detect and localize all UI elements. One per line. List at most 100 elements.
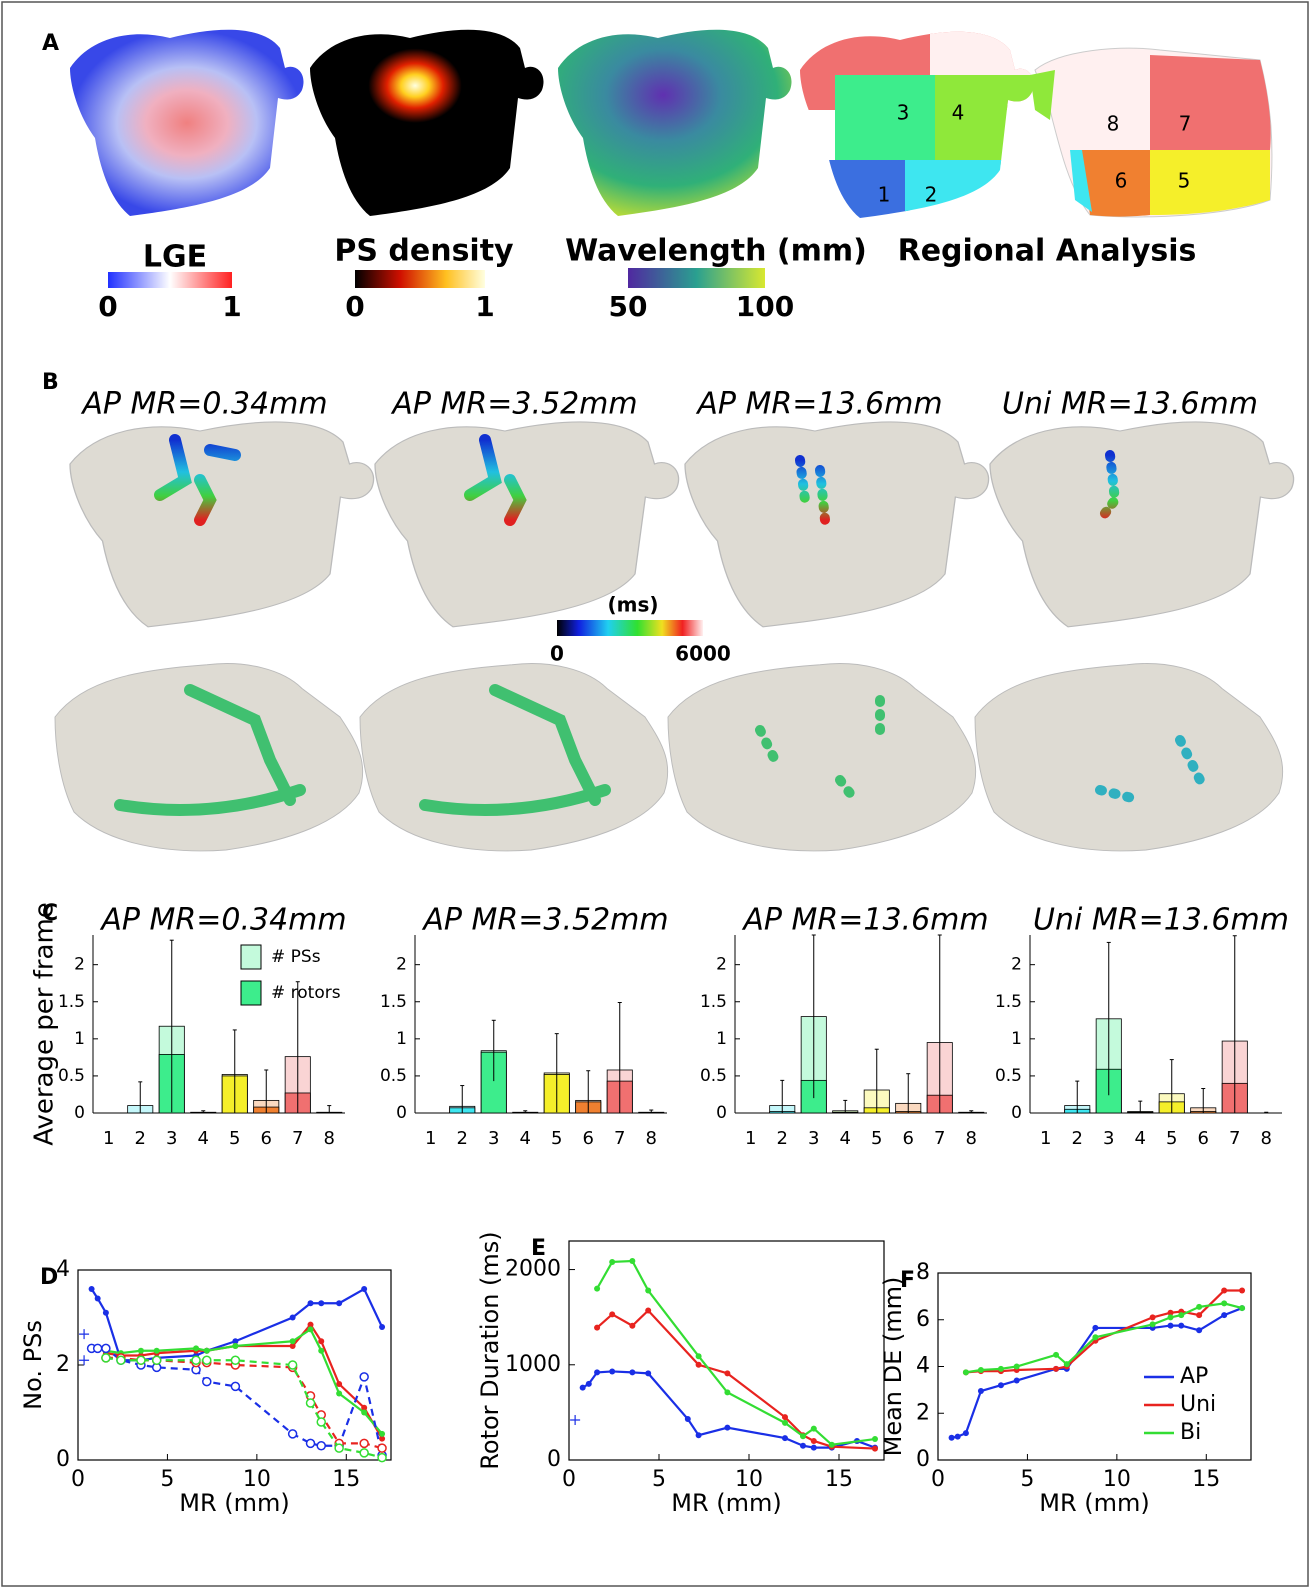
legend-label: # rotors — [271, 983, 341, 1003]
colorbar-tick-label: 100 — [736, 290, 794, 323]
data-point — [594, 1369, 600, 1375]
data-point — [629, 1369, 635, 1375]
x-tick-label: 8 — [646, 1128, 657, 1149]
y-tick-label: 8 — [916, 1260, 930, 1285]
x-tick-label: 6 — [1198, 1128, 1209, 1149]
data-point — [609, 1368, 615, 1374]
data-point — [1239, 1288, 1245, 1294]
data-point — [360, 1373, 368, 1381]
data-point — [154, 1348, 160, 1354]
page: {"panel_a":{"label":"A","maps":[{"title"… — [0, 0, 1311, 1589]
x-tick-label: 4 — [198, 1128, 209, 1149]
y-axis-label: Mean DE (mm) — [879, 1277, 907, 1457]
panel-title: AP MR=3.52mm — [390, 387, 637, 422]
y-tick-label: 1.5 — [380, 992, 407, 1012]
data-point — [800, 1433, 806, 1439]
data-point — [609, 1311, 615, 1317]
data-point — [696, 1353, 702, 1359]
colorbar-title: Wavelength (mm) — [565, 234, 867, 269]
data-point — [153, 1356, 161, 1364]
data-point — [645, 1288, 651, 1294]
data-point — [1150, 1321, 1156, 1327]
colorbar-tick-label: 50 — [609, 290, 648, 323]
data-point — [203, 1378, 211, 1386]
x-tick-label: 1 — [1040, 1128, 1051, 1149]
x-tick-label: 15 — [1192, 1467, 1220, 1492]
region-label: 4 — [952, 101, 965, 125]
colorbar-tick-label: 1 — [475, 290, 494, 323]
data-point — [360, 1439, 368, 1447]
data-point — [308, 1300, 314, 1306]
data-point — [685, 1416, 691, 1422]
data-point — [360, 1449, 368, 1457]
x-tick-label: 0 — [562, 1467, 576, 1492]
x-tick-label: 5 — [652, 1467, 666, 1492]
data-point — [800, 1443, 806, 1449]
region-label: 7 — [1179, 112, 1192, 136]
region-label: 6 — [1115, 169, 1128, 193]
y-tick-label: 0.5 — [380, 1066, 407, 1086]
data-point — [361, 1286, 367, 1292]
y-tick-label: 0.5 — [58, 1066, 85, 1086]
data-point — [308, 1326, 314, 1332]
x-tick-label: 2 — [135, 1128, 146, 1149]
x-tick-label: 5 — [160, 1467, 174, 1492]
data-point — [1196, 1327, 1202, 1333]
data-point — [1014, 1378, 1020, 1384]
data-point — [998, 1382, 1004, 1388]
colorbar-title: (ms) — [607, 593, 658, 617]
chart-title: AP MR=13.6mm — [741, 903, 988, 938]
data-point — [289, 1361, 297, 1369]
x-tick-label: 8 — [1261, 1128, 1272, 1149]
region-label: 5 — [1178, 169, 1191, 193]
data-point — [318, 1348, 324, 1354]
data-point — [336, 1391, 342, 1397]
data-point — [318, 1338, 324, 1344]
y-tick-label: 0 — [916, 1447, 930, 1472]
data-point — [361, 1410, 367, 1416]
data-point — [1053, 1366, 1059, 1372]
y-tick-label: 0 — [716, 1103, 727, 1123]
y-tick-label: 0 — [74, 1103, 85, 1123]
x-axis-label: MR (mm) — [179, 1489, 290, 1517]
data-point — [138, 1348, 144, 1354]
y-tick-label: 0 — [1011, 1103, 1022, 1123]
data-point — [594, 1286, 600, 1292]
data-point — [1092, 1334, 1098, 1340]
x-tick-label: 6 — [583, 1128, 594, 1149]
y-axis-label: Average per frame — [30, 902, 60, 1146]
colorbar — [557, 620, 703, 636]
x-tick-label: 3 — [488, 1128, 499, 1149]
data-point — [696, 1432, 702, 1438]
regional-title: Regional Analysis — [898, 234, 1197, 269]
colorbar-title: PS density — [334, 234, 514, 269]
data-point — [955, 1434, 961, 1440]
data-point — [586, 1381, 592, 1387]
x-tick-label: 2 — [777, 1128, 788, 1149]
x-tick-label: 3 — [1103, 1128, 1114, 1149]
data-point — [103, 1310, 109, 1316]
x-tick-label: 7 — [292, 1128, 303, 1149]
chart-title: Uni MR=13.6mm — [1033, 903, 1289, 938]
panel-title: Uni MR=13.6mm — [1002, 387, 1258, 422]
legend-swatch — [241, 981, 261, 1005]
data-point — [307, 1439, 315, 1447]
region-label: 3 — [897, 101, 910, 125]
data-point — [89, 1286, 95, 1292]
x-tick-label: 8 — [966, 1128, 977, 1149]
data-point — [192, 1356, 200, 1364]
y-tick-label: 2 — [396, 955, 407, 975]
x-axis-label: MR (mm) — [671, 1489, 782, 1517]
data-point — [204, 1348, 210, 1354]
data-point — [102, 1344, 110, 1352]
data-point — [1221, 1300, 1227, 1306]
data-point — [335, 1444, 343, 1452]
figure: A LGE PS density Wavelength (mm) Regiona… — [0, 0, 1311, 1589]
panel-label: F — [900, 1268, 915, 1293]
data-point — [782, 1414, 788, 1420]
colorbar-title: LGE — [143, 240, 207, 275]
x-tick-label: 4 — [520, 1128, 531, 1149]
data-point — [1196, 1304, 1202, 1310]
data-point — [290, 1338, 296, 1344]
data-point — [645, 1308, 651, 1314]
